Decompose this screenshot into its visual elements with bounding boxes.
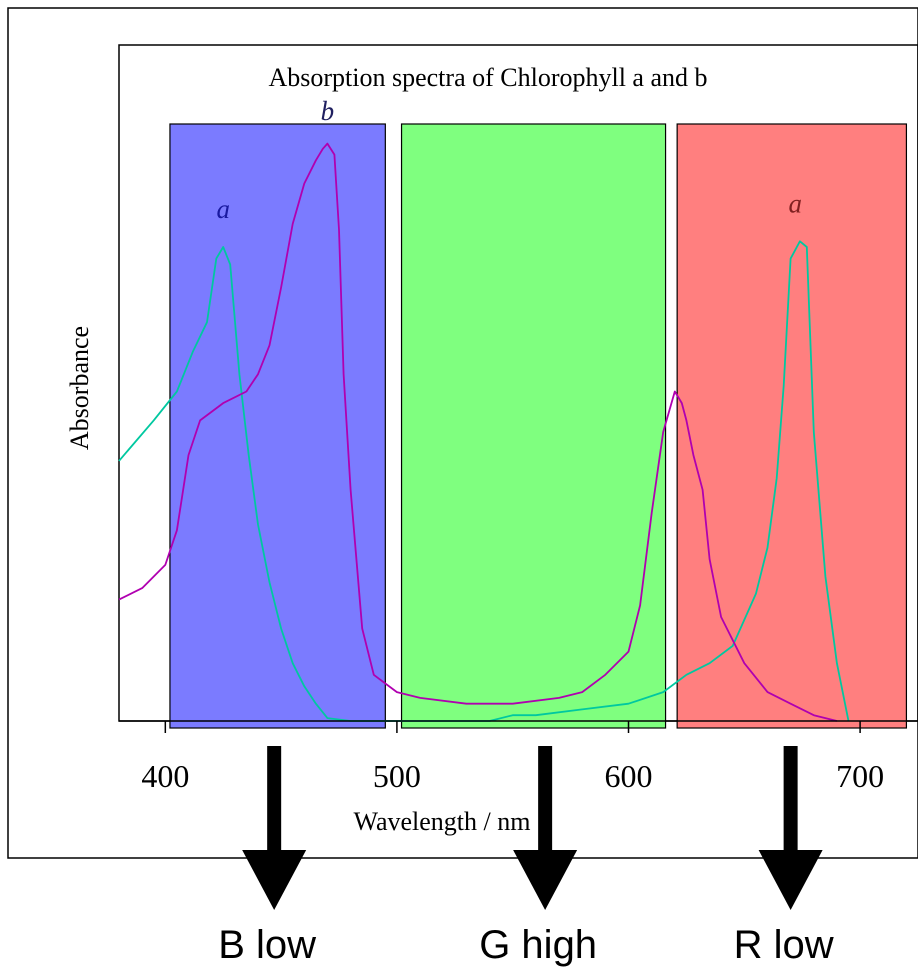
arrow-shaft-1 <box>538 746 553 852</box>
band-red <box>676 123 908 729</box>
peak-label-a-2: a <box>789 188 803 218</box>
peak-label-b-1: b <box>321 96 335 126</box>
x-axis-label: Wavelength / nm <box>354 807 531 836</box>
annotation-label-2: R low <box>734 923 834 967</box>
x-tick-label-700: 700 <box>836 758 884 794</box>
arrows <box>242 746 823 910</box>
annotation-label-0: B low <box>218 923 316 967</box>
chart-title: Absorption spectra of Chlorophyll a and … <box>268 63 707 92</box>
x-tick-label-600: 600 <box>605 758 653 794</box>
arrow-head-1 <box>513 850 578 910</box>
band-green <box>400 123 667 729</box>
color-bands <box>169 123 908 729</box>
x-tick-label-500: 500 <box>373 758 421 794</box>
peak-labels: a b a <box>216 96 802 224</box>
arrow-head-0 <box>242 850 307 910</box>
x-ticks: 400 500 600 700 <box>141 721 884 794</box>
annotation-label-1: G high <box>479 923 597 967</box>
x-tick-label-400: 400 <box>141 758 189 794</box>
arrow-shaft-0 <box>267 746 282 852</box>
y-axis-label: Absorbance <box>65 326 94 450</box>
band-blue <box>169 123 386 729</box>
peak-label-a-0: a <box>216 194 230 224</box>
arrow-shaft-2 <box>783 746 798 852</box>
channel-annotations: B low G high R low <box>218 923 833 967</box>
arrow-head-2 <box>758 850 823 910</box>
series-line-chlorophyll-b <box>118 142 838 722</box>
